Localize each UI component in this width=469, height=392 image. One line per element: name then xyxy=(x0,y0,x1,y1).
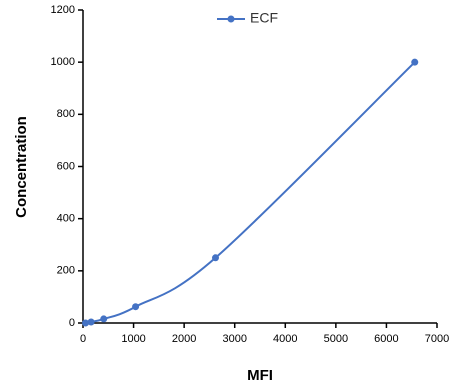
legend-marker xyxy=(227,15,235,23)
y-tick-label: 1200 xyxy=(51,4,75,16)
legend-label: ECF xyxy=(250,10,278,26)
x-axis-title: MFI xyxy=(247,367,273,384)
data-point xyxy=(82,319,90,327)
x-tick-label: 5000 xyxy=(324,333,348,345)
data-point xyxy=(87,318,95,326)
x-tick-label: 2000 xyxy=(172,333,196,345)
x-tick-label: 4000 xyxy=(273,333,297,345)
x-tick-label: 6000 xyxy=(374,333,398,345)
data-point xyxy=(100,315,108,323)
y-axis-title: Concentration xyxy=(13,116,30,218)
y-tick-label: 1000 xyxy=(51,56,75,68)
x-tick-label: 7000 xyxy=(425,333,449,345)
data-point xyxy=(411,58,419,66)
y-tick-label: 200 xyxy=(57,265,75,277)
series-line xyxy=(85,61,416,324)
data-point xyxy=(132,303,140,311)
x-tick-label: 0 xyxy=(80,333,86,345)
y-tick-label: 600 xyxy=(57,160,75,172)
data-point xyxy=(211,254,219,262)
y-tick-label: 800 xyxy=(57,108,75,120)
y-tick-label: 400 xyxy=(57,213,75,225)
y-tick-label: 0 xyxy=(69,317,75,329)
x-tick-label: 3000 xyxy=(222,333,246,345)
x-tick-label: 1000 xyxy=(121,333,145,345)
